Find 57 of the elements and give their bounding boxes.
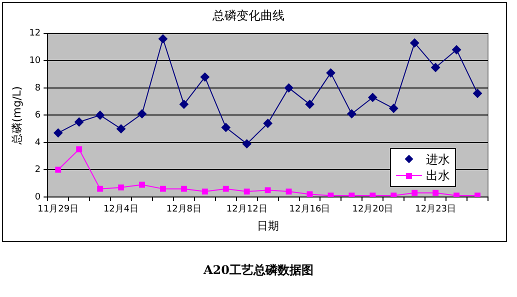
y-tick-label: 6 — [34, 110, 41, 121]
x-tick-label: 12月16日 — [289, 204, 330, 215]
point — [55, 166, 62, 173]
y-tick-label: 10 — [29, 56, 41, 66]
point — [244, 188, 250, 195]
y-tick-label: 0 — [34, 192, 41, 202]
point — [263, 118, 272, 128]
point — [474, 192, 480, 197]
point — [473, 88, 482, 98]
point — [97, 186, 104, 192]
point — [242, 139, 252, 148]
point — [160, 186, 166, 192]
point — [221, 122, 230, 132]
y-tick-label: 4 — [34, 138, 41, 148]
point — [432, 190, 439, 196]
y-tick-label: 12 — [29, 28, 41, 39]
chart-title: 总磷变化曲线 — [212, 8, 284, 22]
x-tick-label: 12月8日 — [166, 204, 202, 215]
x-tick-label: 11月29日 — [38, 204, 79, 215]
point — [180, 186, 187, 192]
point — [389, 104, 398, 113]
point — [116, 124, 126, 134]
point — [76, 146, 82, 152]
x-axis-title: 日期 — [256, 219, 279, 232]
point — [179, 100, 188, 109]
point — [347, 109, 356, 118]
x-tick-label: 12月12日 — [226, 204, 268, 215]
point — [158, 34, 168, 44]
x-tick-label: 12月23日 — [415, 204, 456, 215]
point — [74, 118, 84, 127]
point — [202, 188, 208, 195]
point — [368, 92, 378, 102]
text: A20工艺总磷数据图 — [202, 262, 314, 279]
point — [286, 188, 292, 195]
point — [284, 83, 294, 92]
point — [118, 184, 124, 190]
point — [412, 190, 418, 196]
point — [264, 187, 271, 194]
point — [431, 62, 440, 72]
point — [452, 45, 462, 54]
legend-label: 进水 — [426, 152, 450, 166]
point — [138, 109, 147, 118]
x-tick-label: 12月20日 — [352, 204, 394, 215]
x-tick-label: 12月4日 — [103, 204, 139, 215]
point — [96, 110, 105, 120]
point — [410, 38, 420, 48]
y-axis-title: 总磷(mg/L) — [10, 86, 24, 146]
point — [305, 100, 314, 109]
point — [200, 72, 210, 82]
legend-label: 出水 — [426, 169, 450, 183]
point — [306, 191, 313, 197]
point — [54, 128, 63, 138]
point — [222, 186, 229, 192]
y-tick-label: 2 — [34, 165, 41, 176]
point — [326, 68, 336, 78]
y-tick-label: 8 — [34, 83, 41, 94]
point — [139, 182, 145, 188]
